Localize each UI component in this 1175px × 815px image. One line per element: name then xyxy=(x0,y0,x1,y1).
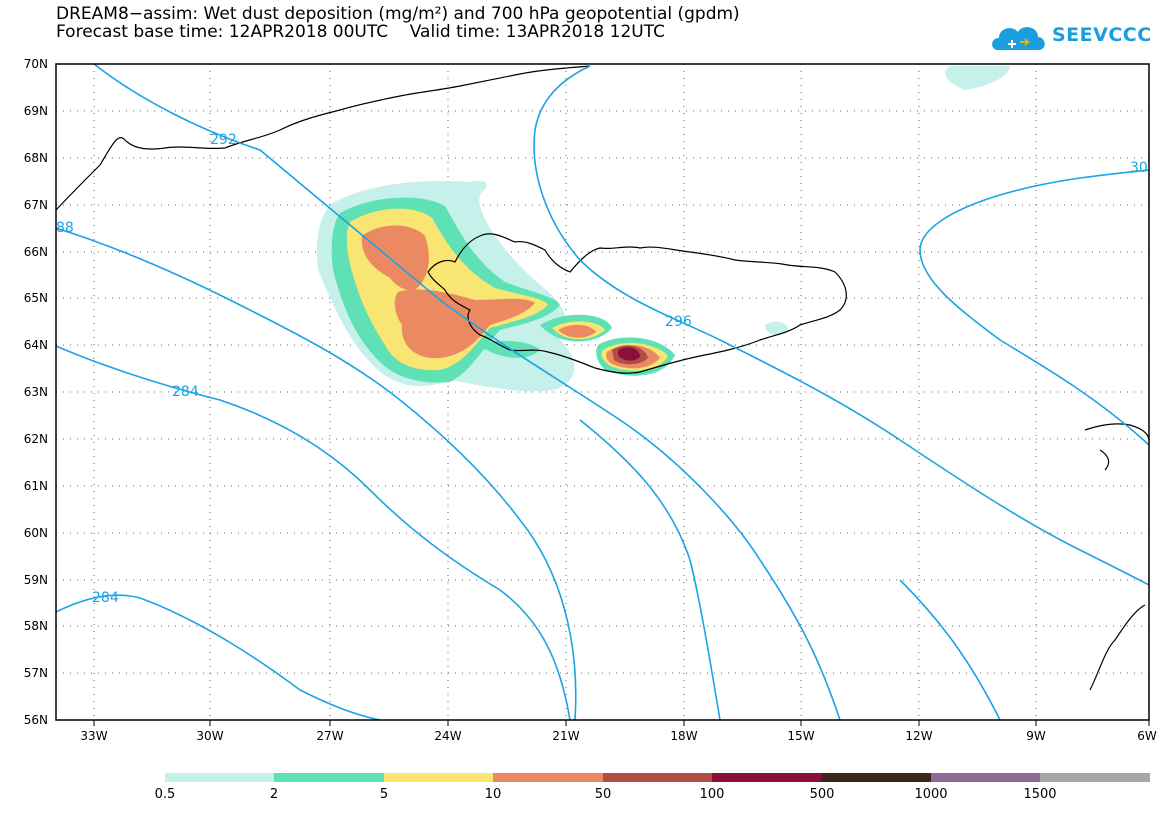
lat-label: 62N xyxy=(23,432,48,446)
lat-label: 64N xyxy=(23,338,48,352)
lat-label: 56N xyxy=(23,713,48,727)
scotland-coast xyxy=(1084,423,1149,691)
legend-swatch xyxy=(274,773,384,782)
lat-label: 66N xyxy=(23,245,48,259)
lat-label: 69N xyxy=(23,104,48,118)
lon-label: 12W xyxy=(905,729,933,743)
legend-swatch xyxy=(822,773,931,782)
geopotential-contours xyxy=(56,64,1149,720)
legend-label: 500 xyxy=(809,787,835,802)
axis-ticks xyxy=(93,720,1150,726)
legend-label: 1500 xyxy=(1023,787,1057,802)
coastlines xyxy=(56,65,1149,691)
legend-swatch xyxy=(384,773,493,782)
lat-label: 70N xyxy=(23,57,48,71)
dust-band-10b xyxy=(394,289,535,359)
legend-swatch xyxy=(165,773,274,782)
dust-band-0.5c xyxy=(765,321,789,336)
lat-label: 63N xyxy=(23,385,48,399)
chart-title: DREAM8−assim: Wet dust deposition (mg/m²… xyxy=(56,4,740,24)
dust-band-10 xyxy=(361,225,429,291)
contour-label-284b: 284 xyxy=(92,590,119,606)
contour-label-30: 30 xyxy=(1130,160,1148,176)
lat-label: 61N xyxy=(23,479,48,493)
lat-label: 58N xyxy=(23,619,48,633)
lon-label: 9W xyxy=(1026,729,1046,743)
dust-band-100 xyxy=(618,347,640,361)
legend-swatch xyxy=(1040,773,1150,782)
chart-subtitle: Forecast base time: 12APR2018 00UTC Vali… xyxy=(56,22,665,42)
iceland-coast xyxy=(427,233,847,374)
legend-label: 100 xyxy=(699,787,725,802)
lon-label: 30W xyxy=(196,729,224,743)
legend-swatch xyxy=(493,773,603,782)
legend-label: 1000 xyxy=(914,787,948,802)
legend-swatch xyxy=(712,773,822,782)
logo-text: SEEVCCC xyxy=(1052,24,1152,46)
contour-label-88: 88 xyxy=(56,220,74,236)
legend-label: 50 xyxy=(594,787,612,802)
lon-label: 21W xyxy=(552,729,580,743)
legend-label: 10 xyxy=(484,787,502,802)
legend-label: 5 xyxy=(379,787,389,802)
legend-swatch xyxy=(931,773,1040,782)
lon-label: 18W xyxy=(670,729,698,743)
dust-band-0.5b xyxy=(945,66,1010,90)
lat-label: 60N xyxy=(23,526,48,540)
contour-label-284: 284 xyxy=(172,384,199,400)
dust-band-10c xyxy=(558,324,596,338)
lon-label: 15W xyxy=(787,729,815,743)
cloud-icon xyxy=(992,27,1045,50)
lon-label: 27W xyxy=(316,729,344,743)
lat-label: 68N xyxy=(23,151,48,165)
lat-label: 57N xyxy=(23,666,48,680)
legend-label: 0.5 xyxy=(154,787,176,802)
lon-label: 33W xyxy=(80,729,108,743)
lat-label: 65N xyxy=(23,291,48,305)
map-frame xyxy=(55,63,1150,721)
lon-label: 24W xyxy=(434,729,462,743)
dust-shading xyxy=(316,66,1010,392)
contour-label-292: 292 xyxy=(210,132,237,148)
lat-label: 59N xyxy=(23,573,48,587)
greenland-coast xyxy=(56,65,591,211)
lat-label: 67N xyxy=(23,198,48,212)
contour-label-296: 296 xyxy=(665,314,692,330)
lon-label: 6W xyxy=(1137,729,1157,743)
contour-labels: 292 296 88 284 284 30 xyxy=(56,132,1148,606)
legend-label: 2 xyxy=(269,787,279,802)
legend-swatch xyxy=(603,773,712,782)
